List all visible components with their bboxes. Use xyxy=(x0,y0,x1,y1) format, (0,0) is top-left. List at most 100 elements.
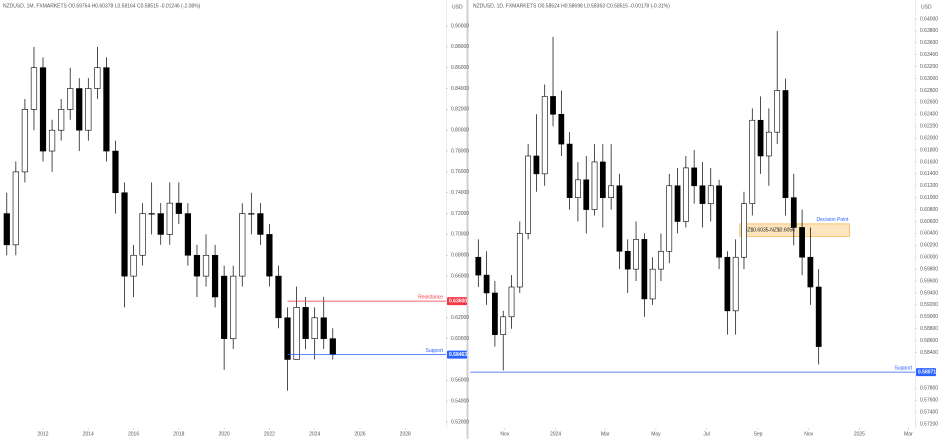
y-tick-label: 0.59600 xyxy=(920,278,938,284)
candle-body xyxy=(266,234,273,277)
level-tag-label: 0.63600 xyxy=(449,298,467,304)
candle-body xyxy=(616,185,623,252)
candle-body xyxy=(766,131,772,157)
candle-body xyxy=(3,213,10,246)
candle-body xyxy=(48,129,56,152)
y-tick-label: 0.84000 xyxy=(451,86,469,92)
y-tick-label: 0.60600 xyxy=(920,219,938,225)
candle-body xyxy=(591,161,598,210)
y-tick-label: 0.62200 xyxy=(920,124,938,130)
y-tick-label: 0.57200 xyxy=(920,421,938,427)
candle-body xyxy=(12,171,19,246)
y-tick-label: 0.88000 xyxy=(451,44,469,50)
y-tick-label: 0.60000 xyxy=(920,255,938,261)
level-tag xyxy=(447,297,467,306)
candle-body xyxy=(707,185,714,204)
candle-body xyxy=(76,88,83,131)
candle-body xyxy=(815,286,822,347)
candle-body xyxy=(311,317,318,339)
candle-body xyxy=(130,254,137,277)
y-tick-label: 0.52000 xyxy=(451,419,469,425)
level-tag-label: 0.58463 xyxy=(449,352,467,358)
y-tick-label: 0.62600 xyxy=(920,100,938,106)
candle-body xyxy=(550,96,556,115)
candle-body xyxy=(533,155,540,175)
candle-body xyxy=(475,256,482,276)
candle-body xyxy=(67,88,74,110)
y-tick-label: 0.60200 xyxy=(920,243,938,249)
y-tick-label: 0.62800 xyxy=(920,88,938,94)
candle-body xyxy=(175,202,182,214)
currency-label: USD xyxy=(921,4,932,10)
candle-body xyxy=(799,227,805,258)
candle-body xyxy=(541,96,548,175)
candle-body xyxy=(575,179,581,198)
candle-body xyxy=(641,239,648,300)
candle-body xyxy=(608,185,615,198)
candle-body xyxy=(558,113,565,145)
level-tag xyxy=(447,350,467,359)
y-tick-label: 0.60000 xyxy=(451,336,469,342)
y-tick-label: 0.61600 xyxy=(920,159,938,165)
y-tick-label: 0.63000 xyxy=(920,76,938,82)
candle-body xyxy=(716,185,722,258)
candle-body xyxy=(508,286,515,318)
candle-body xyxy=(30,67,38,110)
x-tick-label: 2022 xyxy=(264,431,275,437)
x-tick-label: 2012 xyxy=(37,431,48,437)
y-tick-label: 0.70000 xyxy=(451,232,469,238)
y-tick-label: 0.54000 xyxy=(451,398,469,404)
y-tick-label: 0.68000 xyxy=(451,253,469,259)
candle-body xyxy=(782,90,789,198)
candle-body xyxy=(193,254,201,277)
candle-body xyxy=(483,274,490,294)
candle-body xyxy=(525,155,531,234)
y-tick-label: 0.72000 xyxy=(451,211,469,217)
x-tick-label: 2018 xyxy=(173,431,184,437)
x-tick-label: Nov xyxy=(500,431,509,437)
candle-body xyxy=(221,275,228,339)
x-tick-label: Nov xyxy=(804,431,813,437)
candle-body xyxy=(790,197,797,228)
candle-body xyxy=(139,213,146,256)
y-tick-label: 0.62400 xyxy=(920,112,938,118)
candle-body xyxy=(732,256,739,312)
y-tick-label: 0.57800 xyxy=(920,386,938,392)
candle-body xyxy=(103,67,110,152)
y-tick-label: 0.60400 xyxy=(920,231,938,237)
candle-body xyxy=(674,185,681,222)
x-tick-label: Mar xyxy=(904,431,913,437)
zone-label: Decision Point xyxy=(816,217,849,223)
level-name: Support xyxy=(894,365,912,371)
candle-body xyxy=(724,256,731,312)
y-tick-label: 0.58600 xyxy=(920,338,938,344)
level-tag-label: 0.58071 xyxy=(918,369,936,375)
candle-body xyxy=(774,90,781,133)
candle-body xyxy=(658,250,664,270)
candle-body xyxy=(248,213,255,215)
x-tick-label: Jul xyxy=(703,431,709,437)
x-tick-label: Mar xyxy=(601,431,610,437)
x-tick-label: 2024 xyxy=(550,431,561,437)
y-tick-label: 0.63200 xyxy=(920,64,938,70)
chart-title: NZDUSD, 1M, FXMARKETS O0.59764 H0.60378 … xyxy=(3,3,201,9)
y-tick-label: 0.59200 xyxy=(920,302,938,308)
x-tick-label: 2016 xyxy=(128,431,139,437)
candle-body xyxy=(94,67,101,89)
level-name: Support xyxy=(425,348,443,354)
y-tick-label: 0.82000 xyxy=(451,107,469,113)
candle-body xyxy=(284,317,291,360)
y-tick-label: 0.57400 xyxy=(920,409,938,415)
candle-body xyxy=(166,202,173,235)
candle-body xyxy=(741,203,747,258)
y-tick-label: 0.74000 xyxy=(451,190,469,196)
y-tick-label: 0.63600 xyxy=(920,40,938,46)
candle-body xyxy=(807,256,814,288)
y-tick-label: 0.61800 xyxy=(920,147,938,153)
y-tick-label: 0.78000 xyxy=(451,148,469,154)
candle-body xyxy=(275,275,282,319)
x-tick-label: 2020 xyxy=(219,431,230,437)
y-tick-label: 0.60800 xyxy=(920,207,938,213)
